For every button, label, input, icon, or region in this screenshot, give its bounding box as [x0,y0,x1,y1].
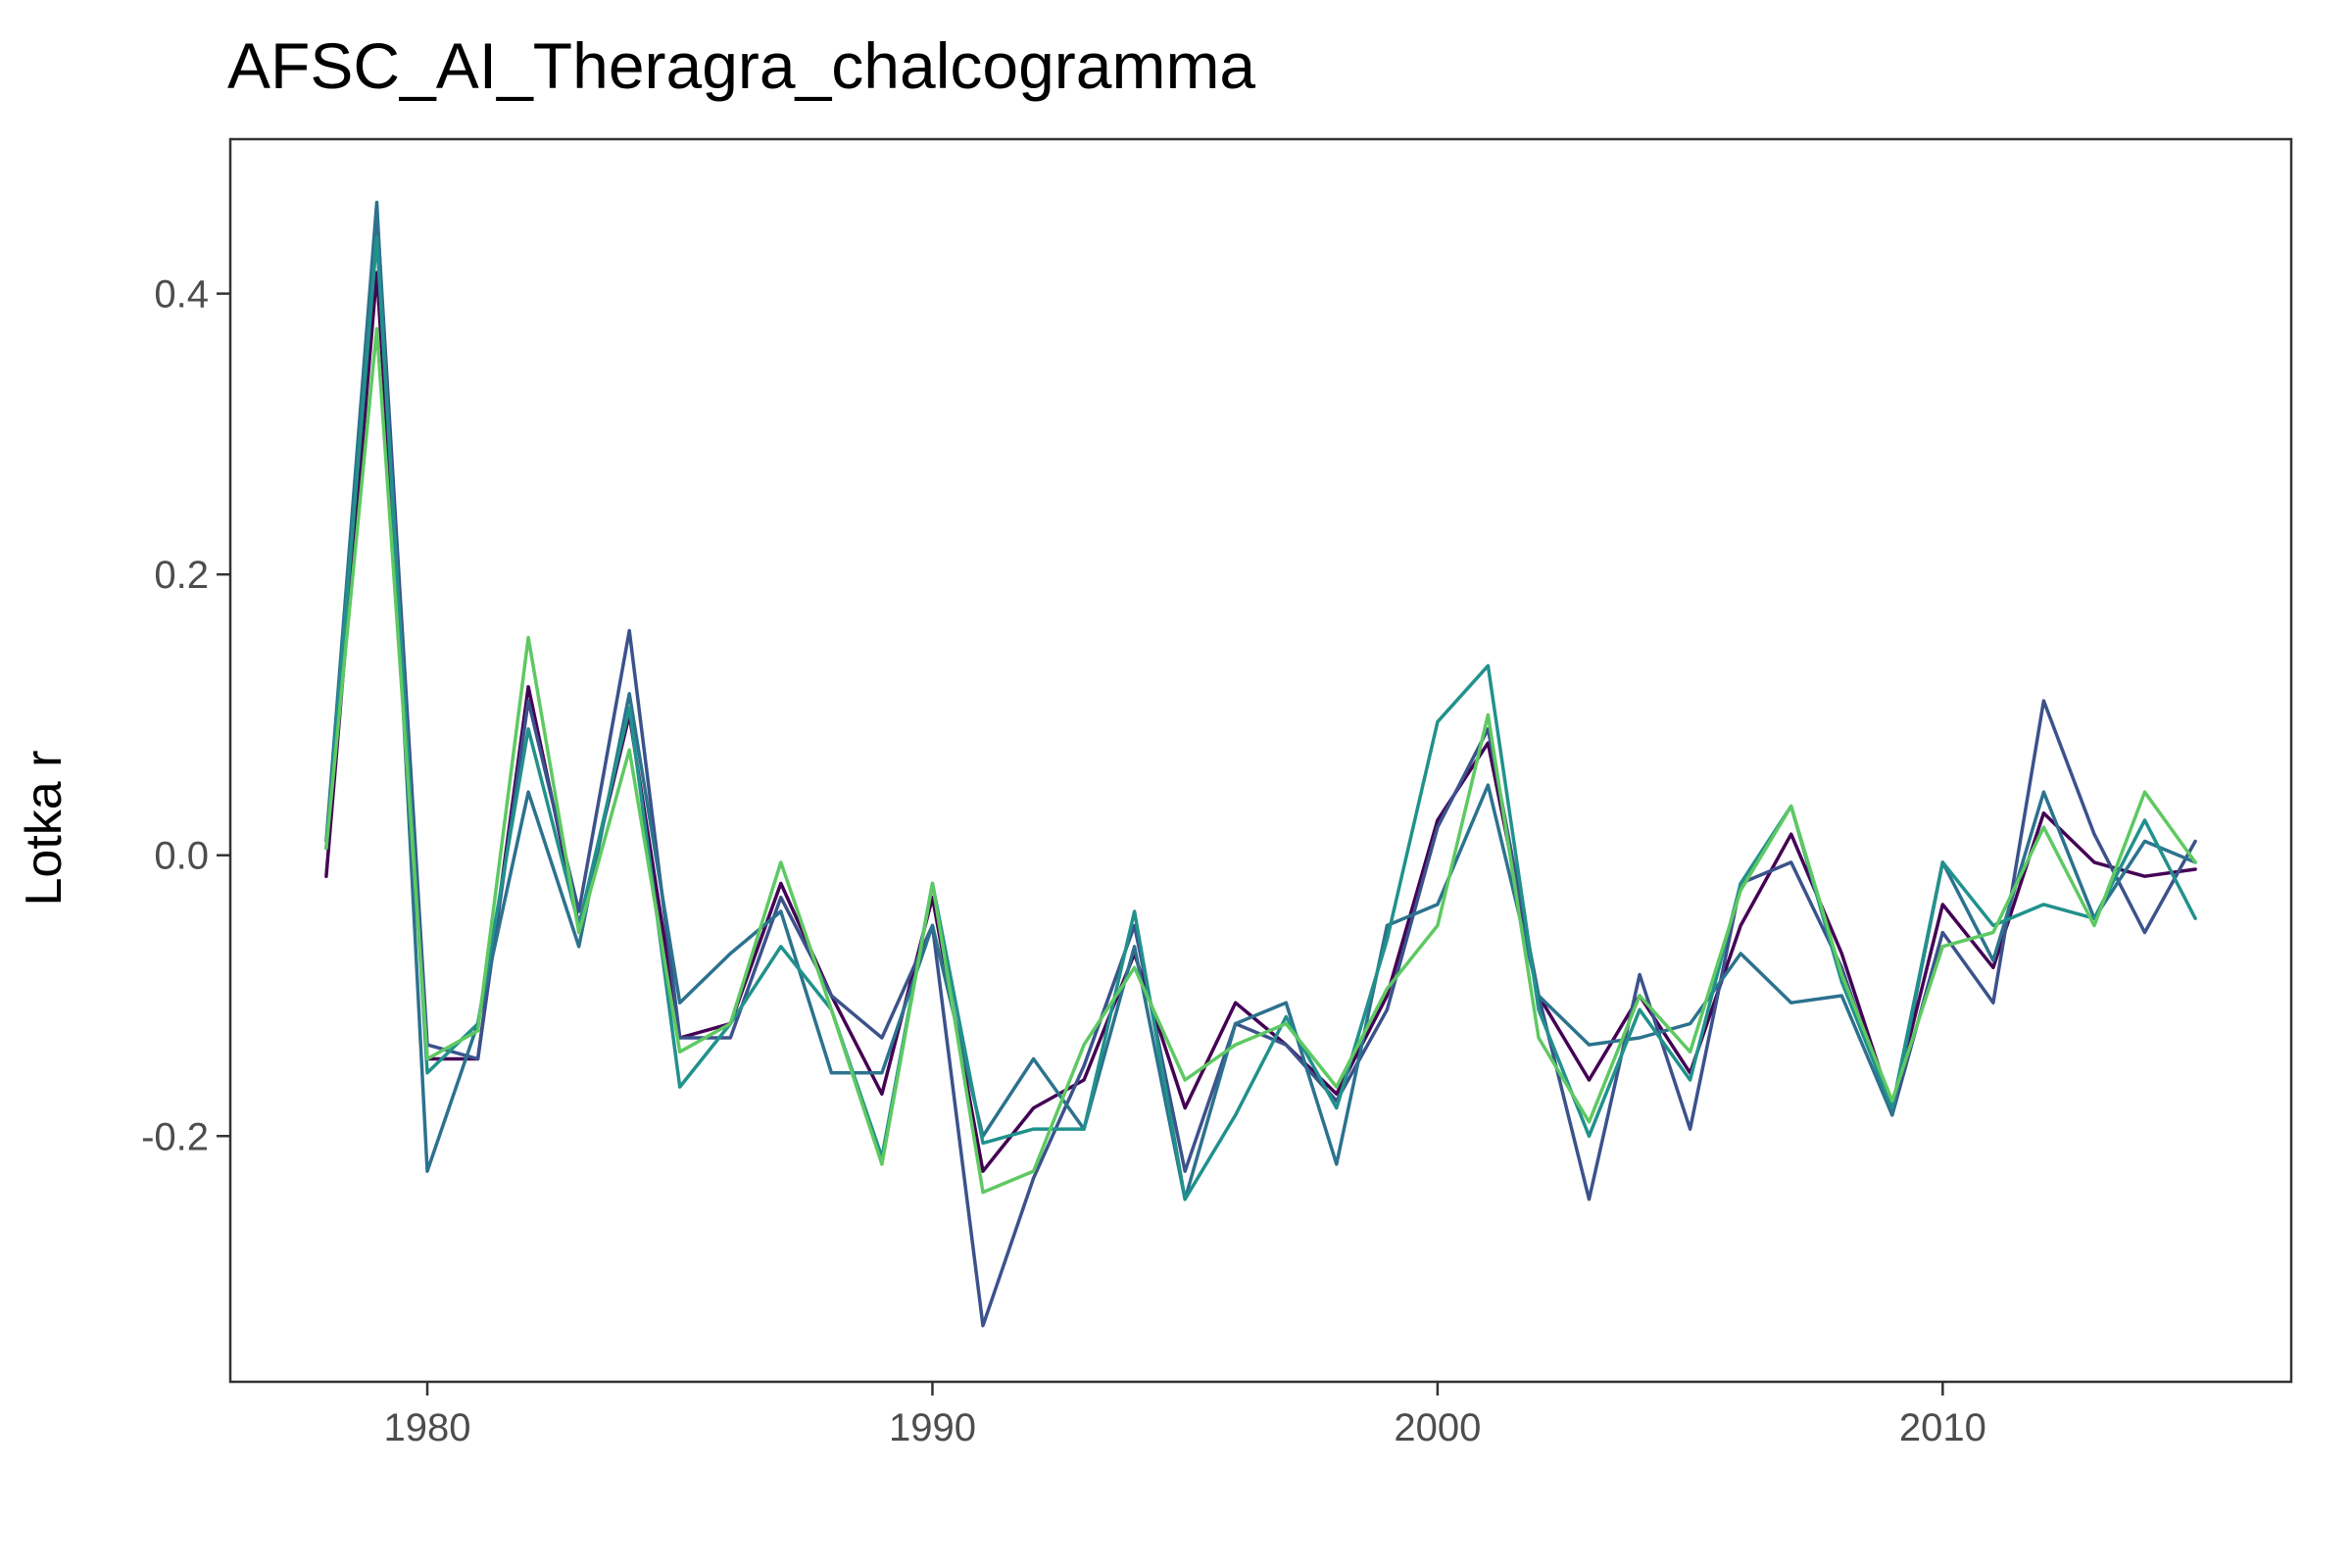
x-tick-label: 2000 [1394,1406,1481,1449]
chart-title: AFSC_AI_Theragra_chalcogramma [227,29,1255,102]
series-line-3 [324,200,2197,1201]
y-axis-label: Lotka r [16,751,73,906]
y-tick-label: 0.2 [154,554,209,597]
series-line-4 [324,235,2197,1201]
y-axis: 0.4 0.2 0.0 -0.2 [141,273,230,1158]
y-tick-label: 0.0 [154,835,209,878]
series-line-5 [324,326,2197,1195]
x-tick-label: 2010 [1899,1406,1986,1449]
plot-panel-border [228,137,2293,1384]
x-axis: 1980 1990 2000 2010 [384,1382,1986,1449]
x-tick-label: 1980 [384,1406,471,1449]
series-line-2 [324,207,2197,1328]
series-layer [324,200,2197,1328]
x-tick-label: 1990 [889,1406,976,1449]
y-tick-label: -0.2 [141,1115,209,1158]
y-tick-label: 0.4 [154,273,209,317]
